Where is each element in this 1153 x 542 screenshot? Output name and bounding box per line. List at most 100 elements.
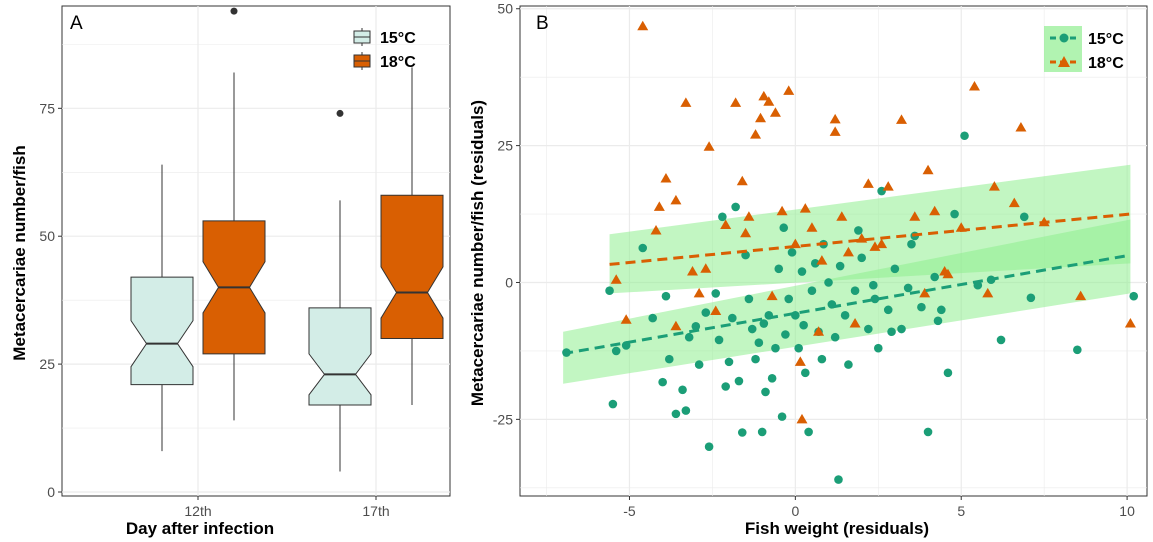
point-18c bbox=[710, 305, 722, 315]
point-15c bbox=[767, 373, 777, 383]
panel-a-legend: 15°C 18°C bbox=[353, 28, 416, 71]
point-18c bbox=[650, 224, 662, 235]
point-18c bbox=[730, 97, 742, 107]
point-15c bbox=[718, 212, 727, 222]
point-15c bbox=[734, 376, 744, 386]
point-18c bbox=[620, 314, 632, 324]
point-18c bbox=[794, 356, 806, 366]
point-15c bbox=[731, 202, 740, 212]
panel-a: 0 25 50 75 12th 17th A Day after infection M… bbox=[10, 5, 451, 538]
point-15c bbox=[996, 335, 1006, 345]
point-18c bbox=[939, 266, 951, 276]
point-18c bbox=[922, 164, 934, 175]
point-18c bbox=[720, 219, 732, 229]
legend-label-15c: 15°C bbox=[1088, 31, 1124, 48]
point-18c bbox=[740, 227, 752, 238]
point-15c bbox=[870, 294, 880, 304]
y-tick-label: -25 bbox=[493, 411, 513, 427]
point-18c bbox=[816, 255, 828, 265]
point-15c bbox=[933, 316, 943, 326]
confidence-ribbon-18c bbox=[609, 164, 1131, 294]
point-15c bbox=[824, 278, 833, 287]
point-18c bbox=[862, 178, 874, 188]
legend-marker-18c bbox=[1058, 56, 1070, 67]
x-tick-label: -5 bbox=[623, 503, 636, 519]
point-15c bbox=[611, 346, 621, 356]
point-15c bbox=[737, 428, 747, 437]
point-18c bbox=[1075, 290, 1087, 301]
point-18c bbox=[680, 97, 692, 107]
point-15c bbox=[678, 385, 687, 395]
point-18c bbox=[670, 194, 682, 205]
point-18c bbox=[842, 246, 854, 257]
point-15c bbox=[658, 377, 667, 387]
point-15c bbox=[864, 324, 873, 334]
point-18c bbox=[982, 287, 994, 298]
point-18c bbox=[882, 181, 894, 191]
point-18c bbox=[783, 85, 795, 95]
point-15c bbox=[801, 368, 810, 378]
x-tick-label: 10 bbox=[1119, 503, 1135, 519]
point-15c bbox=[794, 343, 803, 353]
point-18c bbox=[919, 287, 931, 298]
point-18c bbox=[909, 211, 921, 221]
point-18c bbox=[750, 129, 762, 139]
point-18c bbox=[637, 20, 649, 31]
point-18c bbox=[766, 290, 778, 301]
x-tick-label: 5 bbox=[957, 503, 965, 519]
point-15c bbox=[711, 289, 721, 298]
point-18c bbox=[763, 96, 775, 106]
point-18c bbox=[1008, 197, 1020, 208]
point-18c bbox=[743, 211, 755, 221]
point-15c bbox=[960, 131, 969, 141]
point-18c bbox=[703, 141, 715, 151]
box-body bbox=[380, 194, 444, 340]
regression-line-18c bbox=[609, 212, 1131, 266]
point-15c bbox=[648, 313, 657, 323]
point-15c bbox=[807, 286, 817, 295]
point-18c bbox=[799, 203, 811, 213]
x-tick-label: 17th bbox=[362, 503, 389, 519]
box-body bbox=[308, 307, 372, 406]
point-18c bbox=[776, 205, 788, 216]
point-15c bbox=[701, 308, 711, 317]
point-15c bbox=[883, 305, 893, 315]
point-15c bbox=[757, 427, 767, 437]
point-15c bbox=[950, 209, 959, 219]
point-18c bbox=[836, 211, 848, 221]
point-15c bbox=[605, 286, 614, 295]
point-15c bbox=[761, 387, 770, 397]
point-18c bbox=[660, 172, 672, 183]
point-15c bbox=[830, 332, 840, 342]
point-18c bbox=[806, 222, 818, 232]
point-18c bbox=[736, 175, 748, 186]
point-15c bbox=[937, 305, 946, 315]
point-15c bbox=[661, 291, 671, 301]
point-18c bbox=[796, 413, 808, 424]
y-tick-label: 50 bbox=[39, 228, 55, 244]
point-15c bbox=[1019, 212, 1029, 222]
point-15c bbox=[664, 354, 674, 364]
point-18c bbox=[769, 107, 781, 117]
point-18c bbox=[758, 90, 770, 101]
box-15c-17th bbox=[308, 109, 372, 472]
y-tick-label: 75 bbox=[39, 100, 55, 116]
point-15c bbox=[671, 409, 681, 419]
point-15c bbox=[835, 261, 845, 271]
point-18c bbox=[869, 241, 881, 251]
point-15c bbox=[799, 320, 808, 330]
panel-b-fit-lines bbox=[562, 212, 1131, 356]
point-18c bbox=[929, 205, 941, 216]
point-18c bbox=[988, 181, 1000, 191]
point-15c bbox=[903, 283, 913, 293]
point-15c bbox=[877, 186, 886, 196]
point-15c bbox=[691, 321, 701, 331]
legend-item-15c: 15°C bbox=[353, 28, 416, 47]
legend-label-18c: 18°C bbox=[1088, 55, 1124, 72]
point-15c bbox=[787, 248, 797, 257]
point-18c bbox=[693, 287, 705, 298]
point-15c bbox=[1026, 293, 1036, 303]
point-15c bbox=[857, 253, 866, 263]
point-15c bbox=[887, 327, 896, 337]
y-tick-label: 0 bbox=[47, 484, 55, 500]
